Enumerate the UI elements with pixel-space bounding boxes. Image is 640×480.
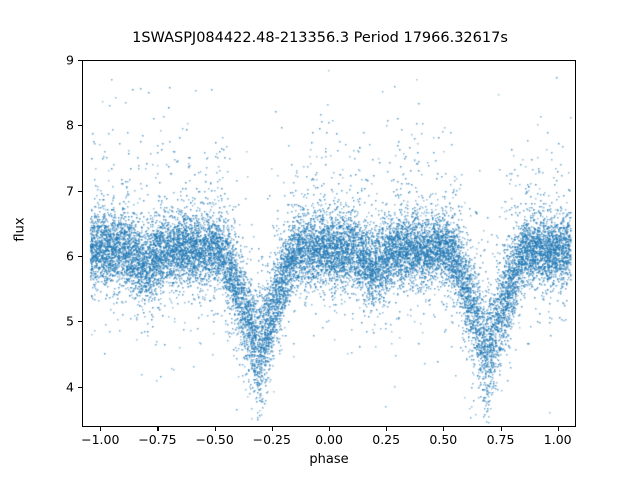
scatter-plot-canvas [83, 61, 575, 426]
y-tick-mark [78, 60, 82, 62]
x-tick-mark [386, 427, 388, 431]
y-tick-label: 9 [66, 52, 74, 68]
page-title: 1SWASPJ084422.48-213356.3 Period 17966.3… [132, 30, 508, 46]
y-tick-label: 6 [66, 248, 74, 264]
x-tick-label: 1.00 [543, 432, 572, 447]
x-axis-label: phase [309, 452, 349, 467]
x-tick-mark [214, 427, 216, 431]
y-tick-label: 8 [66, 117, 74, 133]
y-tick-mark [78, 190, 82, 192]
y-tick-label: 4 [66, 379, 74, 394]
x-tick-mark [443, 427, 445, 431]
y-tick-mark [78, 125, 82, 127]
y-tick-label: 5 [66, 313, 74, 329]
x-tick-label: 0.75 [486, 432, 515, 447]
x-tick-mark [329, 427, 331, 431]
x-tick-label: 0.25 [372, 432, 401, 447]
x-tick-mark [100, 427, 102, 431]
x-tick-mark [157, 427, 159, 431]
y-tick-mark [78, 321, 82, 323]
y-tick-mark [78, 255, 82, 257]
plot-area [82, 60, 576, 427]
x-tick-label: 0.50 [429, 432, 458, 447]
y-axis-label: flux [12, 217, 28, 242]
x-tick-label: −1.00 [81, 432, 120, 447]
x-tick-label: −0.75 [138, 432, 177, 447]
x-tick-label: 0.00 [315, 432, 343, 447]
x-tick-mark [500, 427, 502, 431]
x-tick-label: −0.25 [252, 432, 291, 447]
x-tick-label: −0.50 [195, 432, 234, 447]
y-tick-mark [78, 386, 82, 388]
x-tick-mark [271, 427, 273, 431]
y-tick-label: 7 [66, 183, 74, 199]
x-tick-mark [557, 427, 559, 431]
